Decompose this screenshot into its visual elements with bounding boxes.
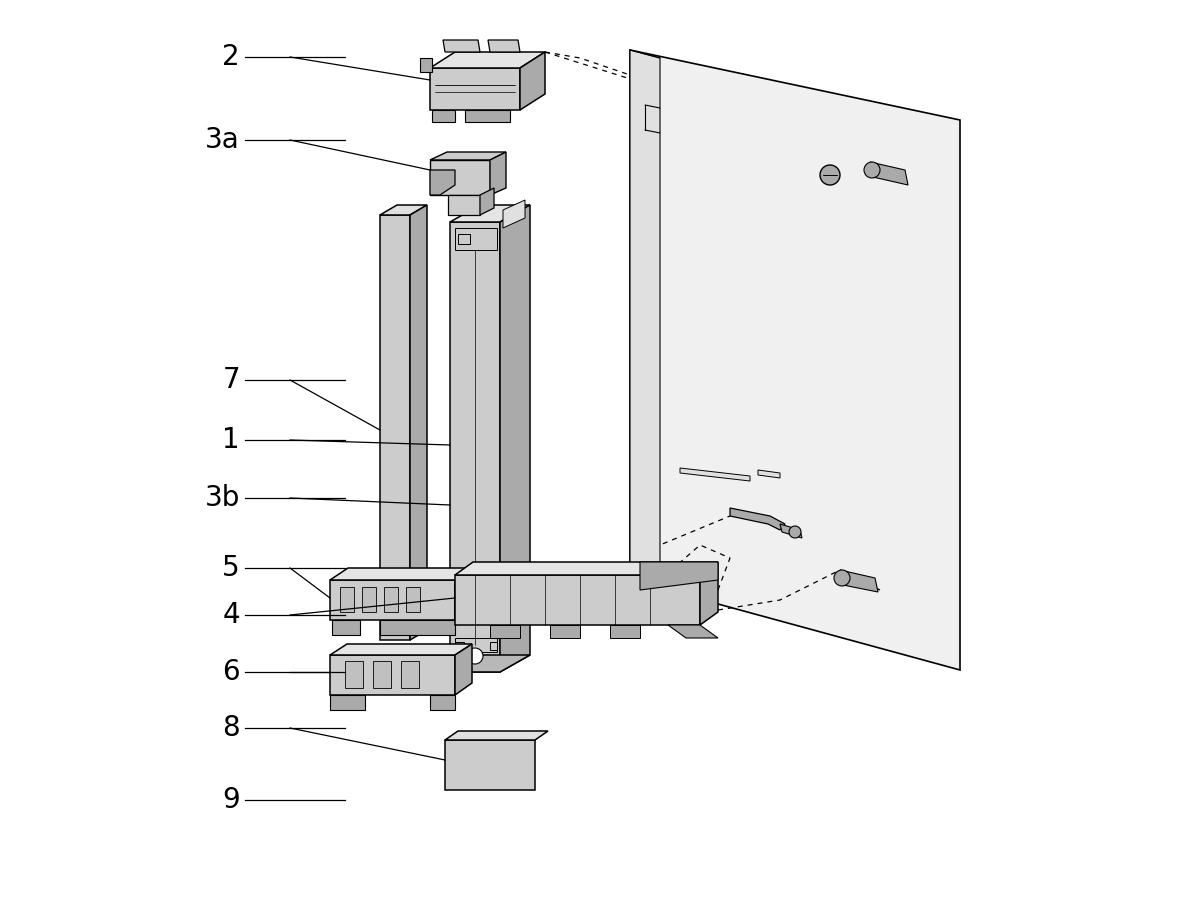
Polygon shape bbox=[450, 222, 500, 672]
Circle shape bbox=[790, 526, 802, 538]
Polygon shape bbox=[330, 695, 365, 710]
Polygon shape bbox=[455, 575, 700, 625]
Polygon shape bbox=[630, 50, 960, 670]
Polygon shape bbox=[432, 110, 455, 122]
Polygon shape bbox=[384, 587, 398, 612]
Text: 1: 1 bbox=[222, 426, 240, 454]
Polygon shape bbox=[680, 468, 750, 481]
Polygon shape bbox=[450, 205, 530, 222]
Polygon shape bbox=[490, 625, 520, 638]
Polygon shape bbox=[445, 740, 535, 790]
Polygon shape bbox=[330, 644, 472, 655]
Circle shape bbox=[864, 162, 880, 178]
Polygon shape bbox=[380, 205, 427, 215]
Polygon shape bbox=[380, 620, 455, 635]
Polygon shape bbox=[406, 587, 420, 612]
Text: 2: 2 bbox=[222, 43, 240, 71]
Polygon shape bbox=[700, 562, 718, 625]
Polygon shape bbox=[448, 195, 480, 215]
Polygon shape bbox=[430, 695, 455, 710]
Polygon shape bbox=[362, 587, 376, 612]
Polygon shape bbox=[630, 50, 660, 580]
Polygon shape bbox=[346, 661, 364, 688]
Polygon shape bbox=[373, 661, 391, 688]
Text: 5: 5 bbox=[222, 554, 240, 582]
Polygon shape bbox=[490, 152, 506, 195]
Text: 3a: 3a bbox=[205, 126, 240, 154]
Polygon shape bbox=[445, 731, 548, 740]
Polygon shape bbox=[780, 524, 802, 538]
Polygon shape bbox=[330, 580, 455, 620]
Polygon shape bbox=[550, 625, 580, 638]
Polygon shape bbox=[455, 562, 718, 575]
Polygon shape bbox=[380, 215, 410, 640]
Polygon shape bbox=[430, 152, 506, 160]
Polygon shape bbox=[455, 568, 473, 620]
Text: 4: 4 bbox=[222, 601, 240, 629]
Polygon shape bbox=[870, 162, 908, 185]
Polygon shape bbox=[430, 170, 455, 195]
Polygon shape bbox=[840, 570, 878, 592]
Polygon shape bbox=[610, 625, 640, 638]
Polygon shape bbox=[430, 52, 545, 68]
Polygon shape bbox=[332, 620, 360, 635]
Polygon shape bbox=[640, 562, 718, 590]
Text: 3b: 3b bbox=[205, 484, 240, 512]
Circle shape bbox=[467, 648, 482, 664]
Polygon shape bbox=[401, 661, 419, 688]
Polygon shape bbox=[340, 587, 354, 612]
Polygon shape bbox=[420, 58, 432, 72]
Polygon shape bbox=[455, 644, 472, 695]
Polygon shape bbox=[430, 68, 520, 110]
Polygon shape bbox=[503, 200, 526, 228]
Polygon shape bbox=[520, 52, 545, 110]
Polygon shape bbox=[430, 160, 490, 195]
Polygon shape bbox=[450, 655, 530, 672]
Circle shape bbox=[834, 570, 850, 586]
Text: 6: 6 bbox=[222, 658, 240, 686]
Circle shape bbox=[643, 563, 658, 577]
Text: 8: 8 bbox=[222, 714, 240, 742]
Polygon shape bbox=[500, 205, 530, 672]
Polygon shape bbox=[466, 110, 510, 122]
Polygon shape bbox=[488, 40, 520, 52]
Polygon shape bbox=[730, 508, 785, 530]
Text: 9: 9 bbox=[222, 786, 240, 814]
Polygon shape bbox=[480, 188, 494, 215]
Text: 7: 7 bbox=[222, 366, 240, 394]
Circle shape bbox=[820, 165, 840, 185]
Polygon shape bbox=[443, 40, 480, 52]
Polygon shape bbox=[410, 205, 427, 640]
Polygon shape bbox=[330, 568, 473, 580]
Polygon shape bbox=[758, 470, 780, 478]
Polygon shape bbox=[330, 655, 455, 695]
Polygon shape bbox=[668, 625, 718, 638]
